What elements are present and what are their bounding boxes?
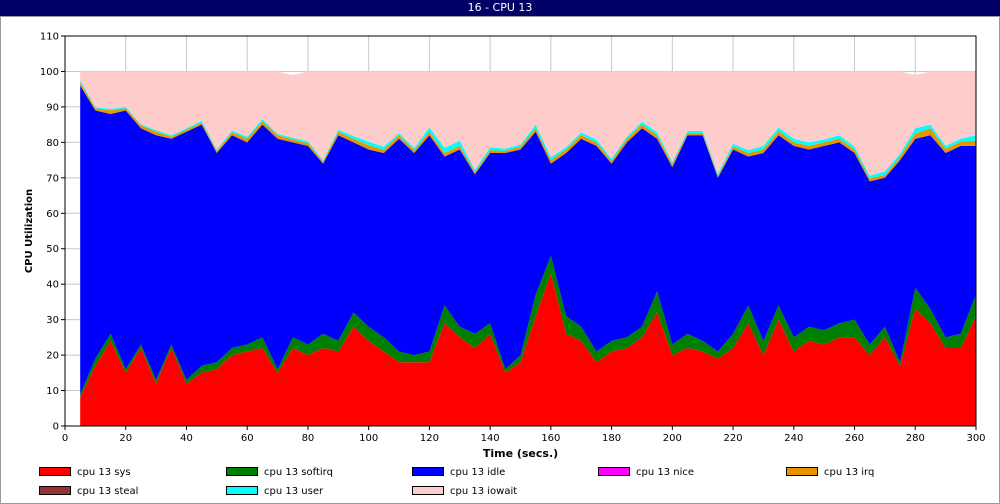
legend-label: cpu 13 nice [636,467,695,478]
y-tick-label: 20 [46,351,59,362]
legend-swatch [226,485,258,495]
stacked-areas [80,71,976,426]
legend-swatch [39,485,71,495]
legend-swatch [412,485,444,495]
y-tick-label: 90 [46,102,59,113]
series-area-cpu-13-idle [80,85,976,395]
legend-label: cpu 13 sys [77,467,131,478]
y-axis-label: CPU Utilization [24,189,35,273]
x-tick-label: 160 [541,433,560,444]
x-axis-label: Time (secs.) [483,447,558,460]
y-tick-label: 0 [53,422,59,433]
x-tick-label: 140 [481,433,500,444]
legend-label: cpu 13 softirq [264,467,333,478]
plot-area-border [64,35,977,427]
window-title: 16 - CPU 13 [0,0,1000,16]
x-tick-label: 220 [724,433,743,444]
series-area-cpu-13-sys [80,273,976,426]
legend-item-cpu-13-iowait: cpu 13 iowait [412,485,518,498]
legend-item-cpu-13-steal: cpu 13 steal [39,485,139,498]
x-tick-label: 100 [359,433,378,444]
series-area-cpu-13-iowait [80,71,976,176]
x-tick-label: 240 [784,433,803,444]
y-tick-label: 60 [46,209,59,220]
y-tick-label: 70 [46,173,59,184]
y-tick-label: 50 [46,244,59,255]
legend-item-cpu-13-nice: cpu 13 nice [598,466,695,479]
y-tick-label: 10 [46,386,59,397]
x-tick-label: 280 [906,433,925,444]
axes: 0 10 20 30 40 50 60 70 80 90 100 110 0 20 40 60 80 100 120… [40,32,986,445]
x-tick-label: 120 [420,433,439,444]
x-tick-label: 180 [602,433,621,444]
x-tick-label: 260 [845,433,864,444]
legend-swatch [786,466,818,476]
x-tick-label: 20 [119,433,132,444]
x-tick-label: 60 [241,433,254,444]
legend-label: cpu 13 iowait [450,486,518,497]
legend-item-cpu-13-user: cpu 13 user [226,485,324,498]
x-tick-label: 300 [966,433,985,444]
y-tick-label: 110 [40,32,59,43]
legend-item-cpu-13-irq: cpu 13 irq [786,466,875,479]
legend-label: cpu 13 idle [450,467,506,478]
x-tick-label: 0 [62,433,68,444]
x-tick-label: 40 [180,433,193,444]
legend-label: cpu 13 steal [77,486,139,497]
cpu-utilization-chart: 0 10 20 30 40 50 60 70 80 90 100 110 0 20 40 60 80 100 120… [24,32,986,461]
legend-label: cpu 13 user [264,486,324,497]
y-tick-label: 80 [46,138,59,149]
y-tick-label: 100 [40,67,59,78]
y-tick-label: 40 [46,280,59,291]
legend-item-cpu-13-softirq: cpu 13 softirq [226,466,333,479]
series-area-cpu-13-softirq [80,255,976,398]
legend-item-cpu-13-sys: cpu 13 sys [39,466,131,479]
chart-frame: 0 10 20 30 40 50 60 70 80 90 100 110 0 20 40 60 80 100 120… [0,16,1000,504]
legend-swatch [598,466,630,476]
y-tick-label: 30 [46,315,59,326]
legend-swatch [412,466,444,476]
legend-swatch [226,466,258,476]
x-tick-label: 200 [663,433,682,444]
legend-item-cpu-13-idle: cpu 13 idle [412,466,506,479]
x-tick-label: 80 [302,433,315,444]
legend-label: cpu 13 irq [824,467,875,478]
legend-swatch [39,466,71,476]
